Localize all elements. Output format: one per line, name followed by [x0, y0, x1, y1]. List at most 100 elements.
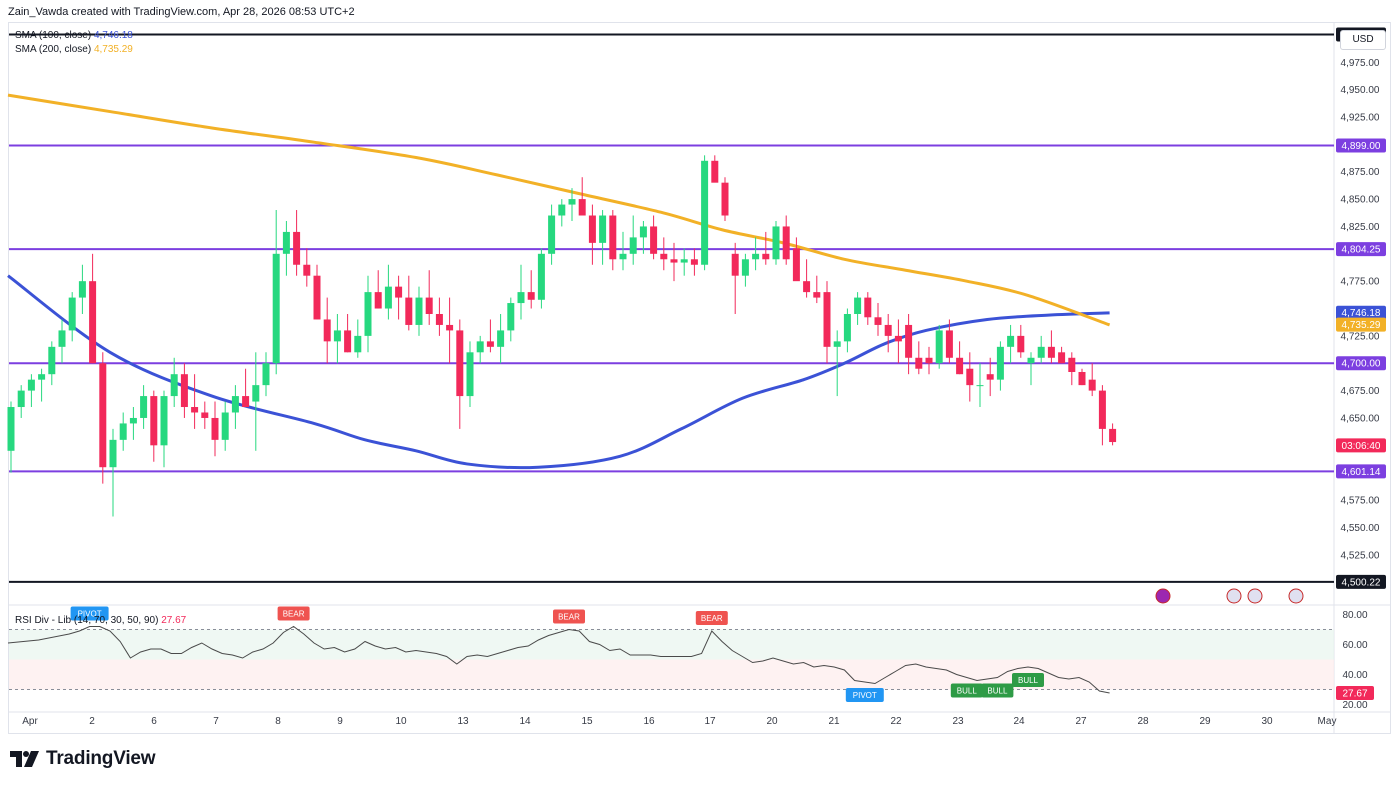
candle	[405, 275, 413, 331]
candle	[140, 385, 148, 429]
candle-body	[629, 237, 637, 254]
candle	[201, 401, 209, 429]
candle-body	[599, 215, 607, 243]
candle	[874, 303, 882, 336]
time-tick-label: 23	[952, 716, 964, 727]
rsi-marker-bull: BULL	[981, 683, 1014, 698]
rsi-marker-bear: BEAR	[695, 611, 728, 625]
candle-body	[762, 253, 770, 260]
candle-body	[38, 374, 46, 380]
candle	[446, 297, 454, 364]
candle-body	[211, 417, 219, 440]
candle	[252, 352, 260, 451]
candle-body	[119, 423, 127, 440]
candle	[38, 368, 46, 402]
time-tick-label: 21	[828, 716, 840, 727]
candle	[803, 259, 811, 298]
candle	[344, 314, 352, 353]
candle-body	[537, 253, 545, 300]
rsi-marker-badge	[553, 609, 585, 624]
rsi-legend-value: 27.67	[161, 615, 187, 626]
rsi-marker-bull: BULL	[1012, 673, 1044, 687]
time-tick-label: 28	[1137, 716, 1149, 727]
event-icon	[1155, 588, 1171, 604]
candle-body	[670, 259, 678, 263]
candle	[282, 220, 290, 276]
rsi-upper-band	[9, 629, 1334, 660]
candle	[599, 210, 607, 265]
candle-body	[282, 231, 290, 254]
rsi-marker-bear: BEAR	[553, 609, 585, 624]
candle-body	[435, 314, 443, 325]
candle-body	[99, 363, 107, 468]
candle-body	[180, 374, 188, 408]
candle-body	[578, 199, 586, 216]
sma200-legend[interactable]: SMA (200, close) 4,735.29	[15, 44, 133, 55]
sma100-line	[7, 274, 1110, 470]
time-tick-label: 29	[1199, 716, 1211, 727]
candle-body	[507, 303, 515, 331]
price-tick-label: 4,950.00	[1341, 85, 1380, 96]
candle-body	[150, 396, 158, 446]
time-tick-label: 24	[1013, 716, 1025, 727]
candle	[1088, 363, 1096, 397]
rsi-value-badge	[1336, 685, 1374, 700]
candle-body	[323, 319, 331, 342]
candle	[160, 390, 168, 468]
candle-body	[456, 330, 464, 397]
candle-body	[976, 385, 984, 387]
candle-body	[272, 253, 280, 364]
candle	[293, 210, 301, 276]
time-tick-label: 6	[151, 716, 157, 727]
candle-body	[792, 248, 800, 282]
candle	[894, 319, 902, 364]
candle-body	[650, 226, 658, 254]
rsi-legend[interactable]: RSI Div - Lib (14, 70, 30, 50, 90) 27.67	[15, 615, 186, 626]
currency-button[interactable]: USD	[1340, 30, 1386, 50]
candle-body	[27, 379, 35, 391]
candle	[548, 204, 556, 265]
candle-body	[415, 297, 423, 325]
candle-body	[466, 352, 474, 397]
candle	[864, 292, 872, 325]
candle	[792, 237, 800, 282]
price-badge-label: 4,746.18	[1342, 308, 1381, 319]
price-tick-label: 4,925.00	[1341, 113, 1380, 124]
candle-body	[1078, 372, 1086, 386]
candle	[721, 177, 729, 221]
rsi-marker-label: BULL	[987, 687, 1008, 696]
candle	[191, 374, 199, 429]
candle-body	[721, 182, 729, 216]
candle	[323, 297, 331, 364]
candle-body	[446, 324, 454, 331]
candle	[1007, 324, 1015, 364]
candle-body	[558, 204, 566, 216]
rsi-marker-label: PIVOT	[78, 610, 102, 619]
candle-body	[405, 297, 413, 325]
candle	[650, 215, 658, 260]
time-tick-label: 27	[1075, 716, 1087, 727]
candle	[78, 264, 86, 314]
level-label: 4,700.00	[1342, 359, 1381, 370]
level-badge	[1336, 464, 1386, 479]
candle-body	[78, 281, 86, 298]
sma100-legend[interactable]: SMA (100, close) 4,746.18	[15, 30, 133, 41]
price-tick-label: 4,875.00	[1341, 167, 1380, 178]
tradingview-logo[interactable]: TradingView	[10, 748, 156, 770]
candle-body	[364, 292, 372, 336]
candle-body	[1058, 352, 1066, 364]
sma200-legend-value: 4,735.29	[93, 44, 133, 55]
candle-body	[109, 439, 117, 468]
candle-body	[833, 341, 841, 347]
rsi-marker-badge	[70, 606, 109, 621]
level-label: 4,804.25	[1342, 245, 1381, 256]
rsi-value-badge-label: 27.67	[1342, 688, 1367, 699]
candle	[854, 292, 862, 325]
candle	[425, 270, 433, 325]
candle-body	[384, 286, 392, 309]
candle-body	[843, 314, 851, 342]
candle	[915, 341, 923, 375]
tradingview-logo-text: TradingView	[46, 748, 156, 769]
candle-body	[752, 253, 760, 260]
